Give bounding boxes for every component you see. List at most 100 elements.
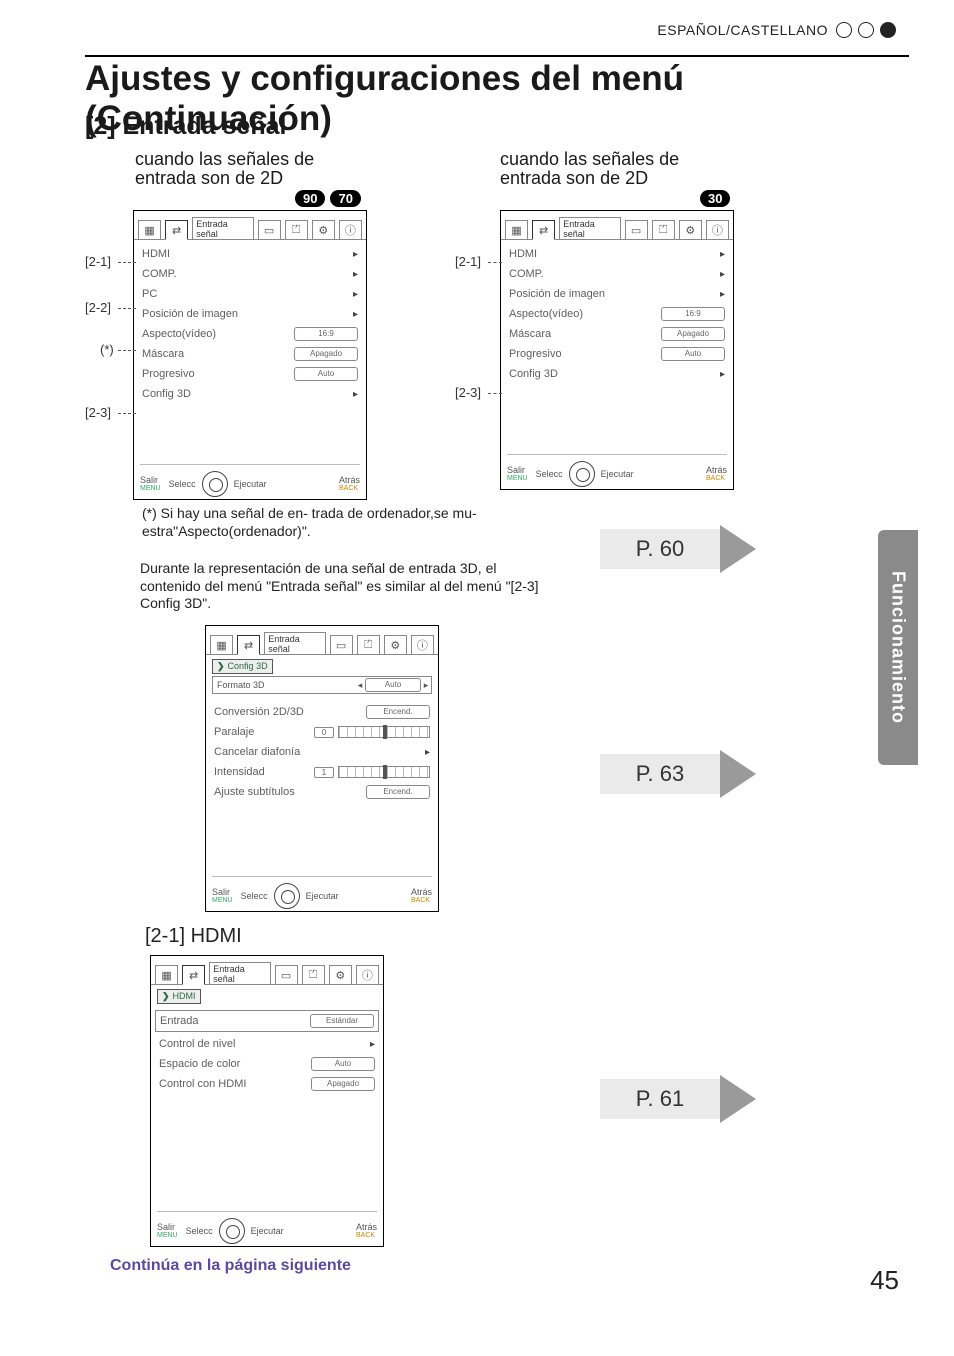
chevron-right-icon: ▸ — [720, 249, 725, 260]
chevron-right-icon: ▸ — [720, 369, 725, 380]
slider[interactable] — [338, 726, 430, 738]
info-tab-icon[interactable]: ⓘ — [356, 965, 379, 984]
menu-item-mascara[interactable]: MáscaraApagado — [507, 324, 727, 344]
menu-item-comp[interactable]: COMP.▸ — [140, 264, 360, 284]
chevron-right-icon: ▸ — [353, 269, 358, 280]
footer-selecc: Selecc — [241, 891, 268, 901]
info-tab-icon[interactable]: ⓘ — [706, 220, 729, 239]
menu-item-espacio-color[interactable]: Espacio de colorAuto — [157, 1054, 377, 1074]
signal-tab-icon[interactable]: ⇄ — [237, 635, 260, 655]
joystick-icon — [202, 471, 228, 497]
dot-filled-icon — [880, 22, 896, 38]
osd-tabs: ▦ ⇄ Entrada señal ▭ ⏍ ⚙ ⓘ — [206, 626, 438, 655]
install-tab-icon[interactable]: ▭ — [275, 965, 298, 984]
function-tab-icon[interactable]: ⚙ — [679, 220, 702, 239]
tab-label: Entrada señal — [264, 632, 325, 654]
chevron-right-icon: ▸ — [353, 389, 358, 400]
menu-item-hdmi[interactable]: HDMI▸ — [507, 244, 727, 264]
pointer-r-2-1: [2-1] — [455, 254, 481, 269]
slider[interactable] — [338, 766, 430, 778]
signal-tab-icon[interactable]: ⇄ — [165, 220, 188, 240]
picture-tab-icon[interactable]: ▦ — [505, 220, 528, 239]
menu-item-config3d[interactable]: Config 3D▸ — [507, 364, 727, 384]
chevron-right-icon: ▸ — [353, 289, 358, 300]
signal-tab-icon[interactable]: ⇄ — [182, 965, 205, 985]
info-tab-icon[interactable]: ⓘ — [339, 220, 362, 239]
chevron-right-icon[interactable]: ▸ — [421, 680, 431, 691]
display-tab-icon[interactable]: ⏍ — [652, 220, 675, 239]
dot-empty-icon — [836, 22, 852, 38]
display-tab-icon[interactable]: ⏍ — [285, 220, 308, 239]
menu-item-comp[interactable]: COMP.▸ — [507, 264, 727, 284]
page-ref-label: P. 60 — [600, 529, 720, 569]
function-tab-icon[interactable]: ⚙ — [329, 965, 352, 984]
menu-item-subtitulos[interactable]: Ajuste subtítulosEncend. — [212, 782, 432, 802]
osd-right: ▦ ⇄ Entrada señal ▭ ⏍ ⚙ ⓘ HDMI▸ COMP.▸ P… — [500, 210, 734, 490]
menu-item-intensidad[interactable]: Intensidad1 — [212, 762, 432, 782]
page-ref-label: P. 63 — [600, 754, 720, 794]
page-ref-61: P. 61 — [600, 1075, 770, 1123]
footer-back: BACK — [356, 1232, 375, 1239]
arrow-right-icon — [720, 525, 756, 573]
picture-tab-icon[interactable]: ▦ — [155, 965, 178, 984]
menu-item-control-nivel[interactable]: Control de nivel▸ — [157, 1034, 377, 1054]
chevron-right-icon: ▸ — [353, 309, 358, 320]
chevron-right-icon: ▸ — [720, 289, 725, 300]
menu-item-config3d[interactable]: Config 3D▸ — [140, 384, 360, 404]
install-tab-icon[interactable]: ▭ — [330, 635, 353, 654]
menu-item-posicion[interactable]: Posición de imagen▸ — [140, 304, 360, 324]
osd-footer: SalirMENU Selecc Ejecutar AtrásBACK — [134, 469, 366, 499]
page-ref-label: P. 61 — [600, 1079, 720, 1119]
footer-ejecutar: Ejecutar — [251, 1227, 284, 1236]
function-tab-icon[interactable]: ⚙ — [312, 220, 335, 239]
pointer-2-1: [2-1] — [85, 254, 111, 269]
chevron-right-icon: ▸ — [370, 1039, 375, 1050]
note-asterisk: (*) Si hay una señal de en- trada de ord… — [142, 505, 482, 540]
header: ESPAÑOL/CASTELLANO — [657, 22, 896, 38]
picture-tab-icon[interactable]: ▦ — [138, 220, 161, 239]
footer-salir: Salir — [507, 466, 525, 475]
menu-item-aspecto[interactable]: Aspecto(vídeo)16:9 — [140, 324, 360, 344]
signal-tab-icon[interactable]: ⇄ — [532, 220, 555, 240]
menu-item-paralaje[interactable]: Paralaje0 — [212, 722, 432, 742]
osd-left: ▦ ⇄ Entrada señal ▭ ⏍ ⚙ ⓘ HDMI▸ COMP.▸ P… — [133, 210, 367, 500]
tab-label: Entrada señal — [559, 217, 620, 239]
menu-item-pc[interactable]: PC▸ — [140, 284, 360, 304]
menu-item-posicion[interactable]: Posición de imagen▸ — [507, 284, 727, 304]
menu-item-conversion[interactable]: Conversión 2D/3DEncend. — [212, 702, 432, 722]
install-tab-icon[interactable]: ▭ — [625, 220, 648, 239]
menu-item-hdmi[interactable]: HDMI▸ — [140, 244, 360, 264]
osd-hdmi: ▦ ⇄ Entrada señal ▭ ⏍ ⚙ ⓘ ❯HDMI EntradaE… — [150, 955, 384, 1247]
menu-item-aspecto[interactable]: Aspecto(vídeo)16:9 — [507, 304, 727, 324]
lang-label: ESPAÑOL/CASTELLANO — [657, 22, 828, 38]
menu-item-progresivo[interactable]: ProgresivoAuto — [140, 364, 360, 384]
footer-back: BACK — [339, 485, 358, 492]
footer-atras: Atrás — [339, 476, 360, 485]
info-tab-icon[interactable]: ⓘ — [411, 635, 434, 654]
footer-selecc: Selecc — [186, 1226, 213, 1236]
function-tab-icon[interactable]: ⚙ — [384, 635, 407, 654]
section-title: [2] Entrada señal — [85, 112, 286, 141]
picture-tab-icon[interactable]: ▦ — [210, 635, 233, 654]
menu-item-entrada[interactable]: EntradaEstándar — [155, 1010, 379, 1032]
page-ref-60: P. 60 — [600, 525, 770, 573]
osd-footer: SalirMENU Selecc Ejecutar AtrásBACK — [151, 1216, 383, 1246]
footer-menu: MENU — [140, 485, 161, 492]
install-tab-icon[interactable]: ▭ — [258, 220, 281, 239]
chevron-left-icon[interactable]: ◂ — [355, 680, 365, 691]
continue-text: Continúa en la página siguiente — [110, 1257, 351, 1275]
dots — [836, 22, 896, 38]
menu-item-control-hdmi[interactable]: Control con HDMIApagado — [157, 1074, 377, 1094]
osd-footer: SalirMENU Selecc Ejecutar AtrásBACK — [206, 881, 438, 911]
osd-tabs: ▦ ⇄ Entrada señal ▭ ⏍ ⚙ ⓘ — [134, 211, 366, 240]
footer-atras: Atrás — [706, 466, 727, 475]
menu-item-progresivo[interactable]: ProgresivoAuto — [507, 344, 727, 364]
breadcrumb: ❯HDMI — [157, 989, 201, 1004]
display-tab-icon[interactable]: ⏍ — [302, 965, 325, 984]
footer-selecc: Selecc — [169, 479, 196, 489]
menu-item-formato3d[interactable]: Formato 3D ◂ Auto ▸ — [212, 676, 432, 694]
display-tab-icon[interactable]: ⏍ — [357, 635, 380, 654]
menu-item-mascara[interactable]: MáscaraApagado — [140, 344, 360, 364]
footer-ejecutar: Ejecutar — [306, 892, 339, 901]
menu-item-diafonia[interactable]: Cancelar diafonía▸ — [212, 742, 432, 762]
